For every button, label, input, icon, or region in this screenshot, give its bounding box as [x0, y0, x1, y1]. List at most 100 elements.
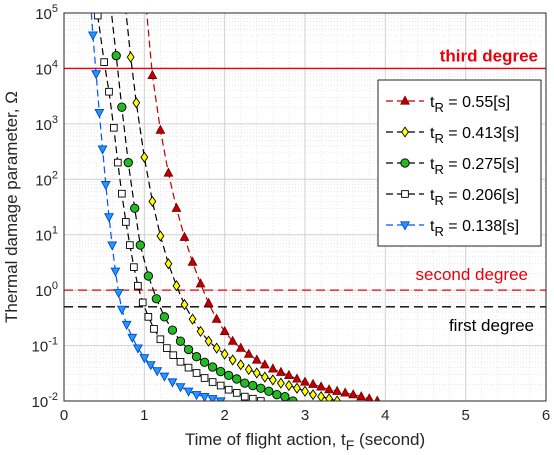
data-point [172, 280, 181, 292]
threshold-labels: third degree second degree first degree [416, 46, 538, 334]
data-point [135, 240, 145, 250]
y-axis-label: Thermal damage parameter, Ω [2, 91, 21, 323]
data-point [215, 397, 226, 401]
data-point [248, 394, 257, 401]
data-point [134, 281, 142, 290]
y-tick-label: 100 [35, 280, 58, 300]
data-point [148, 195, 157, 207]
data-point [121, 320, 132, 331]
data-point [292, 373, 302, 383]
data-point [215, 366, 226, 377]
data-point [401, 126, 409, 138]
data-point [152, 367, 163, 377]
data-point [203, 297, 214, 307]
x-tick-label: 6 [542, 407, 550, 424]
data-point [325, 393, 334, 401]
data-point [109, 123, 118, 132]
data-point [207, 395, 218, 401]
data-point [240, 378, 250, 388]
x-tick-label: 5 [461, 407, 469, 424]
data-point [183, 344, 194, 355]
data-point [309, 389, 317, 401]
data-point [163, 344, 171, 352]
data-point [191, 352, 202, 362]
data-point [365, 393, 374, 401]
data-point [132, 97, 141, 109]
data-point [163, 167, 174, 177]
data-point [140, 151, 149, 163]
series-2 [110, 13, 298, 401]
data-point [199, 393, 210, 401]
y-tick-label: 101 [35, 225, 58, 245]
legend-item: tR = 0.413[s] [386, 125, 519, 146]
data-point [130, 263, 138, 271]
data-point [248, 380, 258, 391]
data-point [118, 189, 126, 198]
data-point [332, 385, 343, 395]
data-point [91, 70, 102, 80]
data-point [87, 31, 98, 41]
data-point [401, 190, 409, 198]
data-series [87, 13, 381, 401]
data-point [324, 384, 335, 394]
data-point [184, 363, 193, 372]
data-point [93, 13, 102, 20]
x-tick-label: 1 [140, 407, 148, 424]
data-point [272, 390, 282, 400]
data-point [301, 385, 309, 397]
data-point [259, 359, 270, 369]
data-point [283, 369, 294, 379]
series-0 [146, 13, 381, 401]
data-point [156, 335, 165, 344]
data-point [104, 213, 114, 223]
x-tick-labels: 0 1 2 3 4 5 6 [60, 407, 550, 424]
data-point [244, 363, 253, 376]
data-point [211, 313, 222, 323]
data-point [116, 305, 127, 315]
data-point [316, 381, 327, 391]
series-1 [125, 13, 342, 401]
data-point [236, 359, 245, 371]
y-tick-label: 103 [35, 114, 58, 134]
data-point [156, 230, 165, 242]
data-point [169, 351, 178, 360]
data-point [240, 392, 249, 401]
data-point [126, 241, 134, 249]
legend-item: tR = 0.275[s] [386, 156, 519, 177]
data-point [111, 51, 121, 61]
legend-item: tR = 0.138[s] [386, 218, 519, 239]
data-point [191, 391, 202, 401]
data-point [138, 298, 147, 307]
data-point [130, 203, 140, 213]
data-point [227, 335, 238, 345]
data-point [260, 371, 269, 383]
data-point [145, 361, 156, 371]
y-tick-label: 105 [35, 3, 58, 23]
data-point [280, 391, 290, 401]
data-point [200, 374, 209, 382]
data-point [224, 385, 233, 394]
data-point [117, 102, 127, 112]
data-point [257, 397, 265, 401]
data-point [176, 357, 185, 366]
data-point [224, 370, 234, 381]
data-point [147, 69, 158, 79]
data-point [208, 378, 217, 386]
data-point [195, 278, 206, 288]
data-point [317, 390, 325, 401]
y-tick-label: 102 [35, 169, 58, 189]
data-point [300, 376, 310, 386]
data-point [199, 357, 210, 367]
data-point [127, 333, 138, 344]
data-point [144, 313, 153, 321]
data-point [132, 344, 143, 354]
data-point [164, 258, 173, 270]
data-point [268, 374, 277, 386]
series-3 [93, 13, 265, 401]
data-point [94, 108, 105, 119]
plot-frame [63, 12, 547, 402]
data-point [100, 58, 108, 66]
data-point [180, 298, 189, 311]
data-point [285, 379, 293, 392]
legend-label: tR = 0.55[s] [430, 94, 510, 115]
